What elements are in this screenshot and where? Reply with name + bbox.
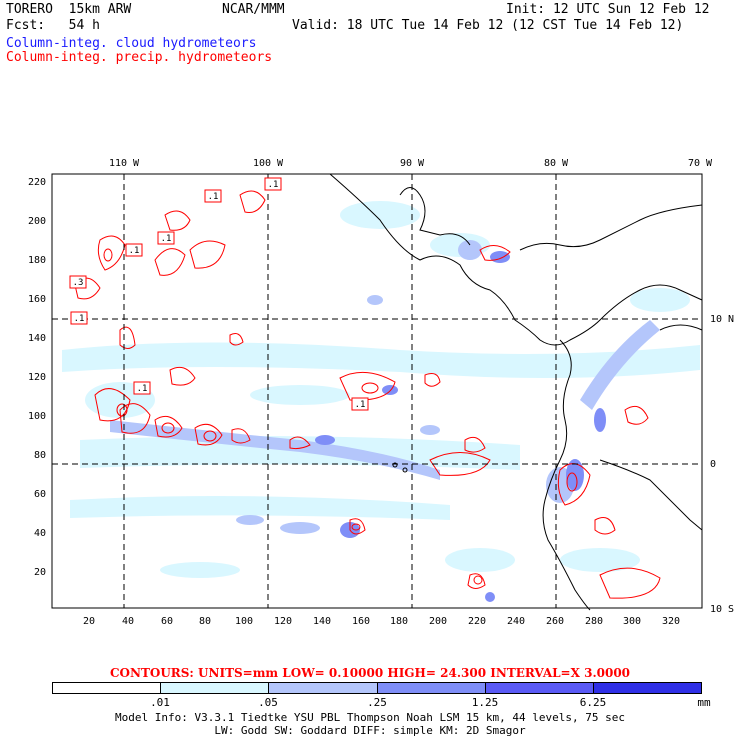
svg-text:300: 300 <box>623 616 641 627</box>
box-label: .3 <box>73 278 84 288</box>
svg-text:20: 20 <box>34 567 46 578</box>
svg-text:200: 200 <box>429 616 447 627</box>
plot-frame <box>51 173 703 609</box>
svg-text:100: 100 <box>235 616 253 627</box>
svg-text:60: 60 <box>34 489 46 500</box>
x-tick-labels: 20 40 60 80 100 120 140 160 180 200 220 … <box>83 616 680 627</box>
legend-bin <box>377 683 486 693</box>
box-label: .1 <box>161 234 172 244</box>
cloud-shading-dark <box>315 251 606 602</box>
svg-text:120: 120 <box>274 616 292 627</box>
svg-text:140: 140 <box>313 616 331 627</box>
svg-text:140: 140 <box>28 333 46 344</box>
legend-bin <box>161 683 270 693</box>
legend-bin <box>53 683 162 693</box>
lat-label-0: 0 <box>710 459 716 470</box>
svg-text:80: 80 <box>199 616 211 627</box>
precip-hydrometeor-label: Column-integ. precip. hydrometeors <box>6 50 273 65</box>
box-label: .1 <box>208 192 219 202</box>
valid-time: Valid: 18 UTC Tue 14 Feb 12 (12 CST Tue … <box>292 18 684 33</box>
y-tick-labels: 220 200 180 160 140 120 100 80 60 40 20 <box>28 177 46 578</box>
legend-bin <box>269 683 378 693</box>
cloud-hydrometeor-label: Column-integ. cloud hydrometeors <box>6 36 257 51</box>
svg-text:220: 220 <box>28 177 46 188</box>
lat-label-10n: 10 N <box>710 314 734 325</box>
coastlines <box>329 173 703 611</box>
svg-text:320: 320 <box>662 616 680 627</box>
legend-tick: 6.25 <box>579 696 607 709</box>
svg-text:200: 200 <box>28 216 46 227</box>
model-title: TORERO 15km ARW <box>6 2 132 17</box>
svg-text:80: 80 <box>34 450 46 461</box>
svg-text:180: 180 <box>28 255 46 266</box>
legend-bin <box>593 683 702 693</box>
color-legend <box>52 682 702 694</box>
svg-text:260: 260 <box>546 616 564 627</box>
legend-tick: .01 <box>150 696 170 709</box>
forecast-hour: Fcst: 54 h <box>6 18 100 33</box>
svg-text:20: 20 <box>83 616 95 627</box>
legend-unit: mm <box>697 696 711 709</box>
box-label: .1 <box>129 246 140 256</box>
svg-text:120: 120 <box>28 372 46 383</box>
center-label: NCAR/MMM <box>222 2 285 17</box>
precip-contours <box>74 190 661 599</box>
svg-text:180: 180 <box>390 616 408 627</box>
svg-text:160: 160 <box>352 616 370 627</box>
box-label: .1 <box>137 384 148 394</box>
box-label: .1 <box>268 180 279 190</box>
svg-text:240: 240 <box>507 616 525 627</box>
legend-tick: .25 <box>367 696 387 709</box>
init-time: Init: 12 UTC Sun 12 Feb 12 <box>506 2 710 17</box>
precip-contours-inner <box>103 248 578 585</box>
legend-tick: 1.25 <box>471 696 499 709</box>
legend-bin <box>485 683 594 693</box>
svg-text:280: 280 <box>585 616 603 627</box>
graticule <box>52 174 702 608</box>
longitude-labels: 110 W 100 W 90 W 80 W 70 W <box>109 158 713 169</box>
model-info-line-2: LW: Godd SW: Goddard DIFF: simple KM: 2D… <box>214 724 526 737</box>
svg-text:60: 60 <box>161 616 173 627</box>
contour-label-boxes: .1 .1 .1 .1 .1 .3 .1 .1 <box>69 177 369 411</box>
lon-label-110w: 110 W <box>109 158 140 169</box>
contours-info: CONTOURS: UNITS=mm LOW= 0.10000 HIGH= 24… <box>109 666 631 680</box>
latitude-labels: 10 N 0 10 S <box>710 314 734 615</box>
svg-text:220: 220 <box>468 616 486 627</box>
box-label: .1 <box>355 400 366 410</box>
box-label: .1 <box>74 314 85 324</box>
svg-text:40: 40 <box>34 528 46 539</box>
legend-tick: .05 <box>258 696 278 709</box>
lon-label-90w: 90 W <box>400 158 425 169</box>
lon-label-70w: 70 W <box>688 158 713 169</box>
lat-label-10s: 10 S <box>710 604 734 615</box>
model-info-line-1: Model Info: V3.3.1 Tiedtke YSU PBL Thomp… <box>115 711 625 724</box>
svg-text:160: 160 <box>28 294 46 305</box>
lon-label-80w: 80 W <box>544 158 569 169</box>
svg-text:40: 40 <box>122 616 134 627</box>
lon-label-100w: 100 W <box>253 158 284 169</box>
svg-text:100: 100 <box>28 411 46 422</box>
